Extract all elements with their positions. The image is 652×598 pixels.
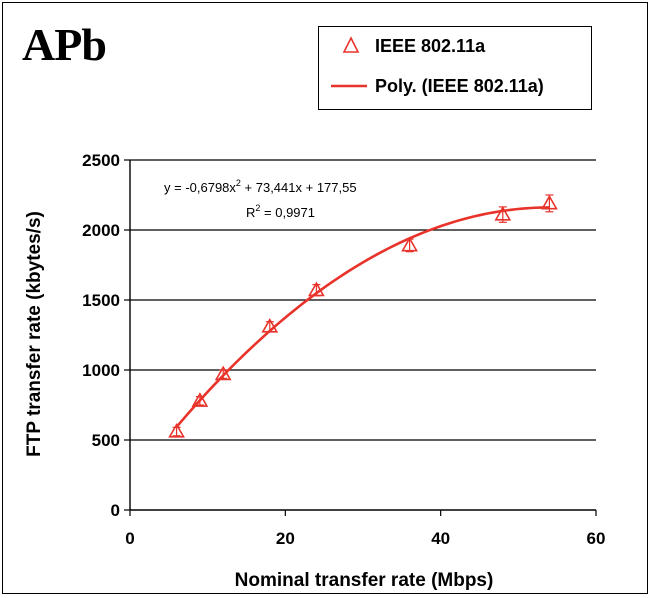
triangle-marker: [191, 392, 209, 407]
data-point: [541, 194, 558, 213]
equation-rest: + 73,441x + 177,55: [241, 180, 357, 195]
data-point: [261, 317, 279, 333]
triangle-marker: [494, 205, 512, 221]
legend: IEEE 802.11a Poly. (IEEE 802.11a): [318, 26, 592, 110]
x-tick-label: 0: [125, 529, 134, 548]
triangle-marker: [308, 281, 325, 297]
data-point: [191, 392, 209, 407]
x-tick-label: 60: [587, 529, 606, 548]
r2-prefix: R: [246, 205, 255, 220]
y-axis-title: FTP transfer rate (kbytes/s): [24, 211, 45, 457]
triangle-marker: [261, 317, 279, 333]
legend-item-points: IEEE 802.11a: [319, 31, 591, 61]
x-axis-title: Nominal transfer rate (Mbps): [235, 570, 494, 591]
equation-main: y = -0,6798x: [164, 180, 236, 195]
y-tick-label: 2000: [82, 221, 120, 240]
triangle-marker: [168, 422, 185, 438]
triangle-marker: [401, 236, 418, 252]
y-tick-label: 1500: [82, 291, 120, 310]
legend-label-points: IEEE 802.11a: [375, 36, 486, 56]
trendline-layer: [175, 206, 550, 428]
r2-superscript: 2: [255, 203, 260, 213]
axes: [124, 159, 597, 516]
panel-label: APb: [22, 19, 107, 70]
y-tick-label: 0: [111, 501, 120, 520]
legend-label-trendline: Poly. (IEEE 802.11a): [375, 76, 544, 96]
y-tick-label: 500: [92, 431, 120, 450]
data-points: [168, 194, 558, 438]
triangle-icon: [342, 36, 360, 53]
y-tick-label: 1000: [82, 361, 120, 380]
data-point: [214, 365, 232, 381]
triangle-marker: [214, 365, 232, 381]
equation-superscript: 2: [236, 178, 241, 188]
tick-labels: 0 500 1000 1500 2000 2500 0 20 40 60: [82, 151, 605, 548]
r-squared-label: R2 = 0,9971: [246, 203, 315, 220]
triangle-marker: [541, 194, 558, 210]
x-tick-label: 40: [431, 529, 450, 548]
legend-item-trendline: Poly. (IEEE 802.11a): [319, 71, 591, 101]
data-point: [494, 205, 512, 223]
r2-rest: = 0,9971: [260, 205, 315, 220]
trendline: [175, 206, 550, 428]
data-point: [308, 281, 325, 297]
y-tick-label: 2500: [82, 151, 120, 170]
data-point: [168, 422, 185, 438]
trendline-equation: y = -0,6798x2 + 73,441x + 177,55: [164, 178, 357, 195]
grid-lines: [130, 159, 596, 441]
x-tick-label: 20: [276, 529, 295, 548]
data-point: [401, 236, 418, 253]
line-icon: [331, 84, 367, 88]
